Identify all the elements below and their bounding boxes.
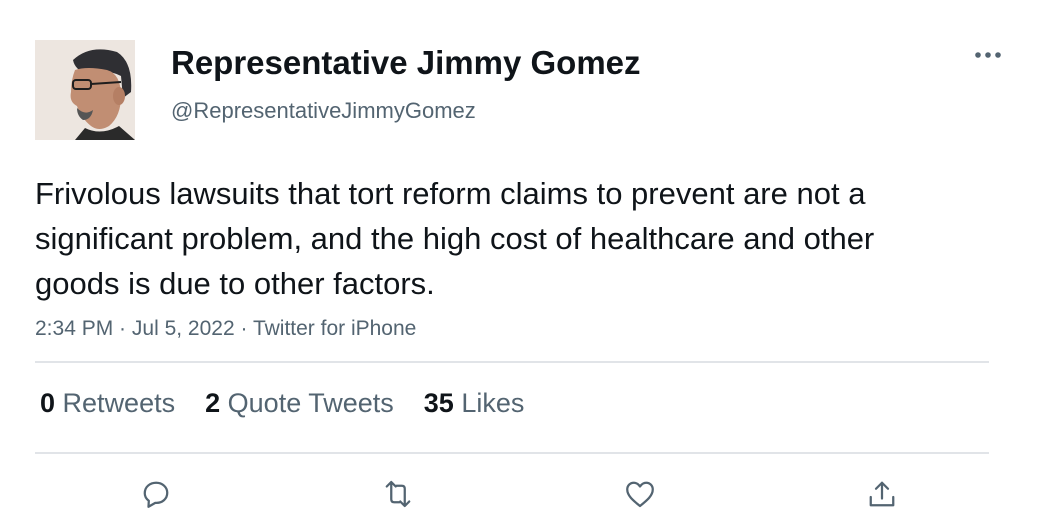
avatar-portrait-image	[35, 40, 135, 140]
divider-bottom	[35, 452, 989, 454]
retweet-button[interactable]	[378, 474, 418, 514]
avatar[interactable]	[35, 40, 135, 140]
tweet-date[interactable]: Jul 5, 2022	[131, 317, 235, 340]
author-display-name[interactable]: Representative Jimmy Gomez	[171, 44, 641, 81]
quote-tweets-label: Quote Tweets	[227, 388, 394, 418]
divider-top	[35, 361, 989, 363]
share-icon	[869, 481, 895, 507]
like-heart-icon	[626, 481, 654, 508]
tweet-source[interactable]: Twitter for iPhone	[252, 317, 417, 340]
retweets-label: Retweets	[62, 388, 176, 418]
tweet-text: Frivolous lawsuits that tort reform clai…	[35, 176, 875, 301]
tweet-metadata: 2:34 PM · Jul 5, 2022 · Twitter for iPho…	[35, 315, 416, 343]
quote-tweets-stat[interactable]: 2 Quote Tweets	[205, 385, 394, 421]
like-button[interactable]	[620, 474, 660, 514]
reply-button[interactable]	[136, 474, 176, 514]
reply-icon	[143, 481, 169, 508]
likes-count: 35	[423, 388, 454, 418]
author-handle[interactable]: @RepresentativeJimmyGomez	[171, 98, 476, 123]
more-dots-icon	[975, 52, 1001, 58]
share-button[interactable]	[862, 474, 902, 514]
tweet-stats: 0 Retweets 2 Quote Tweets 35 Likes	[40, 385, 554, 421]
likes-label: Likes	[461, 388, 525, 418]
tweet-action-bar	[0, 474, 1050, 514]
retweets-count: 0	[40, 388, 56, 418]
more-options-button[interactable]	[968, 40, 1008, 70]
retweets-stat[interactable]: 0 Retweets	[40, 385, 175, 421]
quote-tweets-count: 2	[205, 388, 221, 418]
meta-separator: ·	[234, 317, 253, 340]
likes-stat[interactable]: 35 Likes	[424, 385, 525, 421]
meta-separator: ·	[113, 317, 132, 340]
retweet-icon	[385, 480, 411, 508]
tweet-time[interactable]: 2:34 PM	[35, 317, 114, 340]
